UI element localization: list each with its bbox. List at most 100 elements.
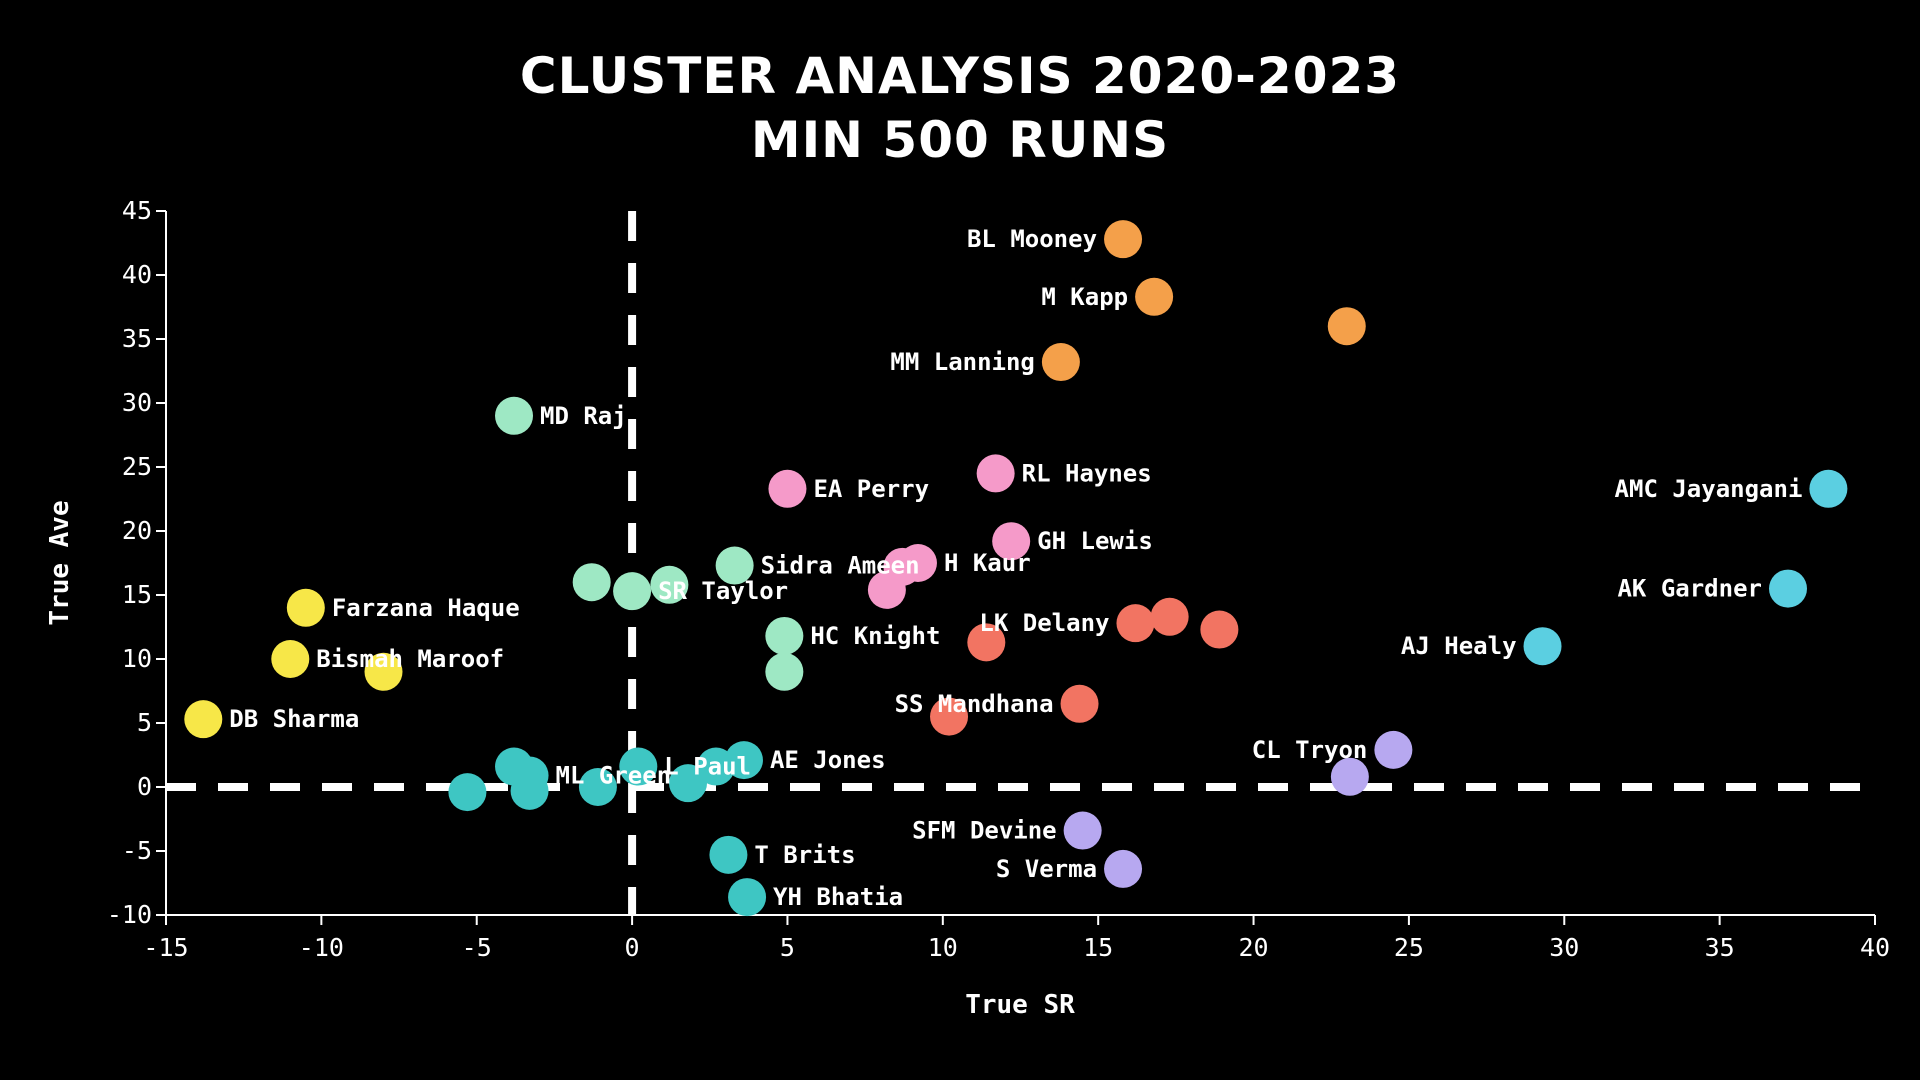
x-tick-label: 30 — [1549, 933, 1579, 962]
y-tick-label: 35 — [122, 324, 152, 353]
data-point — [768, 469, 807, 508]
y-tick-label: 25 — [122, 452, 152, 481]
data-point — [286, 588, 325, 627]
point-label: CL Tryon — [1252, 736, 1368, 764]
data-point — [728, 878, 767, 917]
point-label: BL Mooney — [967, 225, 1097, 253]
point-label: L Paul — [664, 753, 751, 781]
data-point — [448, 773, 487, 812]
x-tick-label: 5 — [780, 933, 795, 962]
point-label: EA Perry — [813, 475, 929, 503]
data-point — [1200, 610, 1239, 649]
data-point — [619, 747, 658, 786]
data-point — [495, 396, 534, 435]
point-label: LK Delany — [979, 609, 1109, 637]
data-point — [271, 640, 310, 678]
data-point — [578, 768, 617, 806]
data-point — [992, 522, 1031, 561]
data-point — [510, 771, 549, 810]
data-point — [613, 572, 652, 611]
axes: -10 -5 0 5 10 15 20 25 30 35 40 45 -15 -10 -5 0 5 10 15 20 2… — [107, 196, 1890, 962]
data-point — [1768, 569, 1807, 608]
data-point — [1327, 307, 1366, 346]
x-tick-label: -15 — [143, 933, 188, 962]
y-tick-label: 40 — [122, 260, 152, 289]
data-point — [709, 835, 748, 874]
data-point — [1104, 849, 1143, 888]
point-label: AK Gardner — [1617, 575, 1762, 603]
data-points — [184, 220, 1848, 917]
data-point — [1330, 757, 1369, 796]
x-tick-label: 35 — [1705, 933, 1735, 962]
data-point — [1063, 811, 1102, 850]
data-point — [765, 652, 804, 691]
y-axis-title: True Ave — [45, 500, 75, 625]
y-tick-label: 20 — [122, 516, 152, 545]
data-point — [1116, 604, 1155, 643]
data-point — [1150, 597, 1189, 636]
point-label: MD Raj — [540, 402, 627, 430]
point-label: DB Sharma — [229, 705, 359, 733]
data-point — [976, 454, 1015, 493]
point-label: SS Mandhana — [895, 690, 1054, 718]
y-tick-label: 30 — [122, 388, 152, 417]
chart-title-line-1: CLUSTER ANALYSIS 2020-2023 — [519, 47, 1401, 105]
y-tick-label: -10 — [107, 900, 152, 929]
y-tick-label: 15 — [122, 580, 152, 609]
data-point — [765, 616, 804, 655]
data-point — [715, 546, 754, 585]
point-label: H Kaur — [944, 549, 1031, 577]
point-label: GH Lewis — [1037, 527, 1153, 555]
y-tick-label: 10 — [122, 644, 152, 673]
x-tick-label: -5 — [462, 933, 492, 962]
data-point — [1135, 277, 1174, 316]
point-label: Farzana Haque — [332, 594, 520, 622]
chart-title-line-2: MIN 500 RUNS — [750, 111, 1170, 169]
x-tick-label: 25 — [1394, 933, 1424, 962]
data-point — [1523, 627, 1562, 666]
data-point — [572, 563, 611, 602]
x-tick-label: 10 — [928, 933, 958, 962]
point-label: AE Jones — [770, 746, 886, 774]
data-point — [930, 697, 969, 736]
y-tick-label: 5 — [137, 708, 152, 737]
data-point — [724, 741, 763, 780]
x-axis-title: True SR — [965, 990, 1075, 1020]
point-label: Bismah Maroof — [316, 645, 504, 673]
data-point — [1041, 343, 1080, 382]
data-point — [1374, 730, 1413, 769]
data-point — [867, 570, 906, 609]
point-label: AJ Healy — [1401, 632, 1517, 660]
y-tick-label: -5 — [122, 836, 152, 865]
point-label: Sidra Ameen — [761, 552, 920, 580]
data-point — [669, 764, 708, 803]
point-label: AMC Jayangani — [1615, 475, 1803, 503]
data-point — [1809, 469, 1848, 508]
data-point — [364, 652, 403, 691]
x-tick-label: 15 — [1083, 933, 1113, 962]
data-point — [1104, 220, 1143, 259]
point-label: SR Taylor — [658, 577, 788, 605]
data-point — [967, 623, 1006, 662]
point-label: RL Haynes — [1022, 459, 1152, 487]
point-label: YH Bhatia — [773, 883, 903, 911]
y-tick-label: 0 — [137, 772, 152, 801]
chart-title: CLUSTER ANALYSIS 2020-2023 MIN 500 RUNS — [0, 44, 1920, 172]
y-tick-label: 45 — [122, 196, 152, 225]
x-tick-label: -10 — [299, 933, 344, 962]
point-label: S Verma — [996, 855, 1097, 883]
x-tick-label: 0 — [625, 933, 640, 962]
data-point — [650, 565, 689, 604]
point-label: HC Knight — [810, 622, 940, 650]
data-point — [1060, 684, 1099, 723]
data-point — [184, 700, 223, 739]
x-tick-label: 20 — [1238, 933, 1268, 962]
point-label: SFM Devine — [912, 817, 1057, 845]
x-tick-label: 40 — [1860, 933, 1890, 962]
point-labels: BL Mooney M Kapp MM Lanning RL Haynes EA Per… — [229, 225, 1802, 911]
point-label: M Kapp — [1041, 283, 1128, 311]
point-label: MM Lanning — [890, 348, 1035, 376]
point-label: T Brits — [754, 841, 855, 869]
point-label: ML Green — [556, 761, 672, 789]
